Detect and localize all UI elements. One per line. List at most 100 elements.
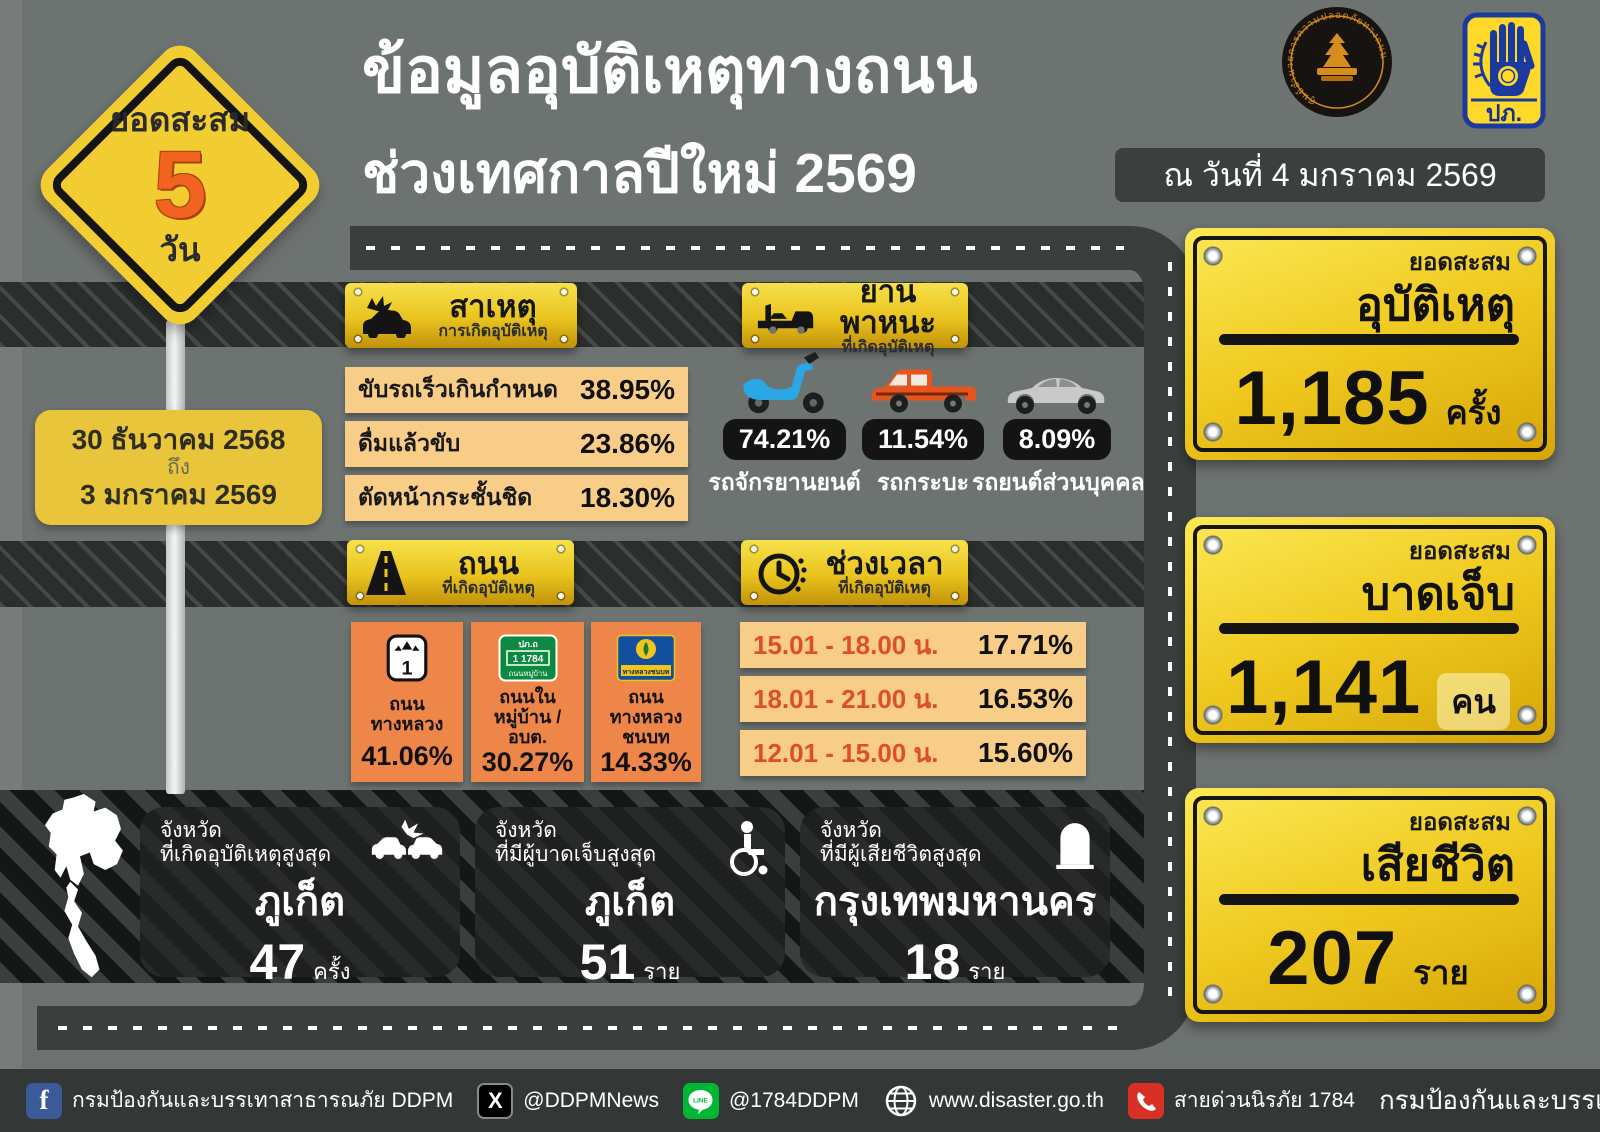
sign-days-number: 5 xyxy=(153,131,207,238)
total-deaths-plate: ยอดสะสม เสียชีวิต 207 ราย xyxy=(1185,788,1555,1022)
wheelchair-icon xyxy=(725,819,769,882)
facebook-icon: f xyxy=(26,1082,62,1119)
total-injuries-plate: ยอดสะสม บาดเจ็บ 1,141 คน xyxy=(1185,517,1555,743)
road-safety-center-logo: ศูนย์อำนวยการความปลอดภัยทางถนน xyxy=(1282,7,1392,117)
clock-icon xyxy=(755,547,809,599)
website-link[interactable]: www.disaster.go.th xyxy=(883,1083,1104,1119)
x-icon: X xyxy=(477,1082,514,1119)
as-of-date-bar: ณ วันที่ 4 มกราคม 2569 xyxy=(1115,148,1545,202)
svg-text:ถนนหมู่บ้าน: ถนนหมู่บ้าน xyxy=(508,669,547,678)
sign-cumulative-label: ยอดสะสม xyxy=(109,101,251,139)
sign-pole xyxy=(166,320,185,794)
rural-highway-label: ถนนทางหลวงชนบท xyxy=(609,687,683,748)
vehicle-stat-pickup: 11.54% รถกระบะ xyxy=(843,350,1003,501)
highway-route-sign-icon: 1 xyxy=(386,634,428,687)
road-stat-highway: 1 ถนนทางหลวง 41.06% xyxy=(351,622,463,782)
roads-header: ถนน ที่เกิดอุบัติเหตุ xyxy=(347,540,574,605)
thailand-map xyxy=(44,793,123,978)
date-to-word: ถึง xyxy=(167,455,190,479)
time-header: ช่วงเวลา ที่เกิดอุบัติเหตุ xyxy=(741,540,968,605)
tombstone-icon xyxy=(1056,819,1094,874)
date-to: 3 มกราคม 2569 xyxy=(80,479,277,511)
underline-bar xyxy=(1219,894,1519,906)
village-road-percentage: 30.27% xyxy=(481,747,574,778)
causes-subtitle: การเกิดอุบัติเหตุ xyxy=(438,323,548,340)
road-dash-line-right xyxy=(1168,262,1172,1002)
road-dash-line-bottom xyxy=(58,1026,1130,1030)
injuries-count: 1,141 xyxy=(1226,645,1422,731)
line-icon: LINE xyxy=(682,1082,719,1119)
cause-row: ขับรถเร็วเกินกำหนด 38.95% xyxy=(345,367,688,413)
pickup-truck-icon xyxy=(843,350,1003,416)
time-title: ช่วงเวลา xyxy=(825,546,944,581)
page-title-line2: ช่วงเทศกาลปีใหม่ 2569 xyxy=(362,142,917,204)
causes-header: สาเหตุ การเกิดอุบัติเหตุ xyxy=(345,283,577,348)
svg-text:ทางหลวงชนบท: ทางหลวงชนบท xyxy=(623,669,670,676)
svg-text:ปภ.ถ: ปภ.ถ xyxy=(518,639,538,649)
two-car-crash-icon xyxy=(370,819,444,866)
date-range-badge: 30 ธันวาคม 2568 ถึง 3 มกราคม 2569 xyxy=(35,410,322,525)
car-crash-icon xyxy=(359,294,417,338)
roads-subtitle: ที่เกิดอุบัติเหตุ xyxy=(442,580,535,597)
cause-row: ดื่มแล้วขับ 23.86% xyxy=(345,421,688,467)
village-road-sign-icon: ปภ.ถ 1 1784 ถนนหมู่บ้าน xyxy=(498,634,558,687)
cause-row: ตัดหน้ากระชั้นชิด 18.30% xyxy=(345,475,688,521)
time-row: 18.01 - 21.00 น. 16.53% xyxy=(740,676,1086,722)
vehicles-subtitle: ที่เกิดอุบัติเหตุ xyxy=(841,338,935,356)
vehicles-title: ยานพาหนะ xyxy=(839,273,937,340)
svg-text:1 1784: 1 1784 xyxy=(512,654,543,665)
province-name: ภูเก็ต xyxy=(584,880,676,925)
top-fatality-province-card: จังหวัด ที่มีผู้เสียชีวิตสูงสุด กรุงเทพม… xyxy=(800,807,1110,990)
phone-icon xyxy=(1127,1082,1164,1119)
top-accident-province-card: จังหวัด ที่เกิดอุบัติเหตุสูงสุด ภูเก็ต 4… xyxy=(140,807,460,990)
time-subtitle: ที่เกิดอุบัติเหตุ xyxy=(838,580,931,597)
time-row: 15.01 - 18.00 น. 17.71% xyxy=(740,622,1086,668)
highway-percentage: 41.06% xyxy=(361,741,453,771)
sedan-car-icon xyxy=(972,350,1142,416)
motorcycle-icon xyxy=(702,350,867,416)
ddpm-logo: ปภ. xyxy=(1462,12,1546,129)
road-stat-village: ปภ.ถ 1 1784 ถนนหมู่บ้าน ถนนในหมู่บ้าน / … xyxy=(471,622,584,782)
highway-label: ถนนทางหลวง xyxy=(370,693,444,734)
vehicle-stat-car: 8.09% รถยนต์ส่วนบุคคล xyxy=(972,350,1145,501)
underline-bar xyxy=(1219,623,1519,635)
village-road-label: ถนนในหมู่บ้าน / อบต. xyxy=(493,687,562,748)
total-accidents-plate: ยอดสะสม อุบัติเหตุ 1,185 ครั้ง xyxy=(1185,228,1555,460)
tow-truck-icon xyxy=(756,294,816,338)
province-name: ภูเก็ต xyxy=(254,880,346,925)
top-injury-province-card: จังหวัด ที่มีผู้บาดเจ็บสูงสุด ภูเก็ต 51 ร… xyxy=(475,807,785,990)
sign-days-unit: วัน xyxy=(159,231,201,269)
roads-title: ถนน xyxy=(457,546,520,581)
road-stat-rural: ทางหลวงชนบท ถนนทางหลวงชนบท 14.33% xyxy=(591,622,701,782)
facebook-link[interactable]: f กรมป้องกันและบรรเทาสาธารณภัย DDPM xyxy=(26,1082,453,1119)
svg-text:1: 1 xyxy=(401,658,412,680)
car-label: รถยนต์ส่วนบุคคล xyxy=(972,469,1145,495)
date-from: 30 ธันวาคม 2568 xyxy=(71,423,286,455)
accidents-count: 1,185 xyxy=(1234,356,1430,442)
vehicle-stat-motorcycle: 74.21% รถจักรยานยนต์ xyxy=(702,350,867,501)
department-name: กรมป้องกันและบรรเทาสาธารณภัย xyxy=(1378,1085,1600,1115)
road-dash-line-top xyxy=(366,246,1124,250)
footer-bar: f กรมป้องกันและบรรเทาสาธารณภัย DDPM X @D… xyxy=(0,1069,1600,1132)
causes-title: สาเหตุ xyxy=(449,289,537,324)
hotline[interactable]: สายด่วนนิรภัย 1784 xyxy=(1127,1082,1355,1119)
province-name: กรุงเทพมหานคร xyxy=(813,880,1097,925)
underline-bar xyxy=(1219,334,1519,346)
svg-text:LINE: LINE xyxy=(694,1097,709,1104)
pickup-label: รถกระบะ xyxy=(877,469,969,495)
road-icon xyxy=(361,549,411,597)
page-title-line1: ข้อมูลอุบัติเหตุทางถนน xyxy=(362,36,978,106)
line-link[interactable]: LINE @1784DDPM xyxy=(682,1082,859,1119)
time-row: 12.01 - 15.00 น. 15.60% xyxy=(740,730,1086,776)
rural-highway-sign-icon: ทางหลวงชนบท xyxy=(616,634,676,687)
motorcycle-label: รถจักรยานยนต์ xyxy=(708,469,861,495)
x-link[interactable]: X @DDPMNews xyxy=(477,1082,659,1119)
motorcycle-percentage: 74.21% xyxy=(722,419,847,460)
pickup-percentage: 11.54% xyxy=(861,419,985,460)
rural-highway-percentage: 14.33% xyxy=(600,747,692,778)
cumulative-days-sign: ยอดสะสม 5 วัน xyxy=(31,36,329,334)
car-percentage: 8.09% xyxy=(1002,419,1112,460)
svg-text:ปภ.: ปภ. xyxy=(1486,100,1522,126)
vehicles-header: ยานพาหนะ ที่เกิดอุบัติเหตุ xyxy=(742,276,968,355)
